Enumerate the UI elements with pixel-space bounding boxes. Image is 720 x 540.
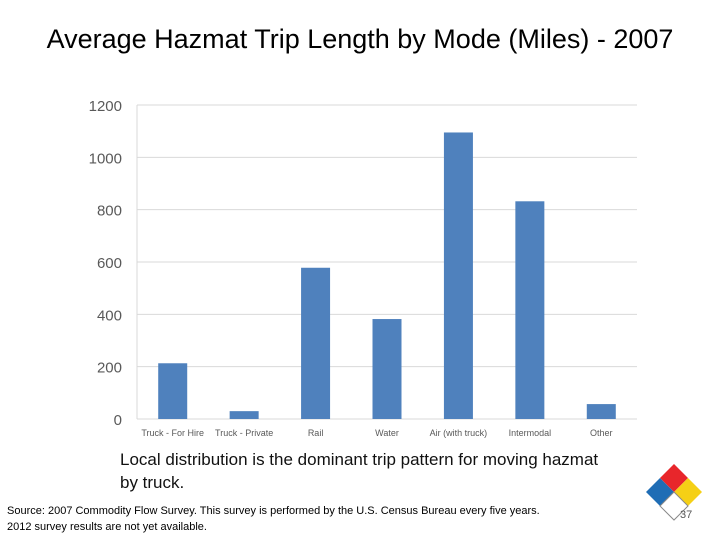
x-tick-label: Other — [590, 428, 613, 438]
source-line-2: 2012 survey results are not yet availabl… — [7, 521, 207, 533]
page-number: 37 — [680, 509, 692, 521]
x-tick-label: Truck - For Hire — [141, 428, 204, 438]
y-axis-ticks: 0 200 400 600 800 1000 1200 — [89, 98, 122, 429]
bar — [158, 363, 188, 419]
bar — [372, 319, 402, 419]
x-tick-label: Air (with truck) — [430, 428, 488, 438]
source-line-1: Source: 2007 Commodity Flow Survey. This… — [7, 505, 540, 517]
x-tick-label: Intermodal — [509, 428, 552, 438]
bar — [515, 201, 545, 419]
chart-bars — [158, 132, 616, 419]
y-tick-label: 1000 — [89, 150, 122, 167]
y-tick-label: 200 — [97, 360, 122, 377]
bar — [443, 132, 473, 419]
chart-caption: Local distribution is the dominant trip … — [120, 450, 599, 492]
x-axis-ticks: Truck - For Hire Truck - Private Rail Water… — [141, 428, 612, 438]
x-tick-label: Truck - Private — [215, 428, 273, 438]
y-tick-label: 600 — [97, 255, 122, 272]
bar — [229, 411, 259, 419]
bar — [301, 267, 331, 419]
y-tick-label: 800 — [97, 203, 122, 220]
y-tick-label: 0 — [114, 412, 122, 429]
y-tick-label: 1200 — [89, 98, 122, 115]
hazard-diamond-logo: 37 — [646, 464, 702, 521]
hazard-diamond-white — [659, 491, 689, 521]
x-tick-label: Water — [375, 428, 399, 438]
x-tick-label: Rail — [308, 428, 324, 438]
bar — [586, 404, 616, 419]
source-note: Source: 2007 Commodity Flow Survey. This… — [7, 503, 627, 535]
page-title: Average Hazmat Trip Length by Mode (Mile… — [46, 24, 674, 54]
y-tick-label: 400 — [97, 307, 122, 324]
